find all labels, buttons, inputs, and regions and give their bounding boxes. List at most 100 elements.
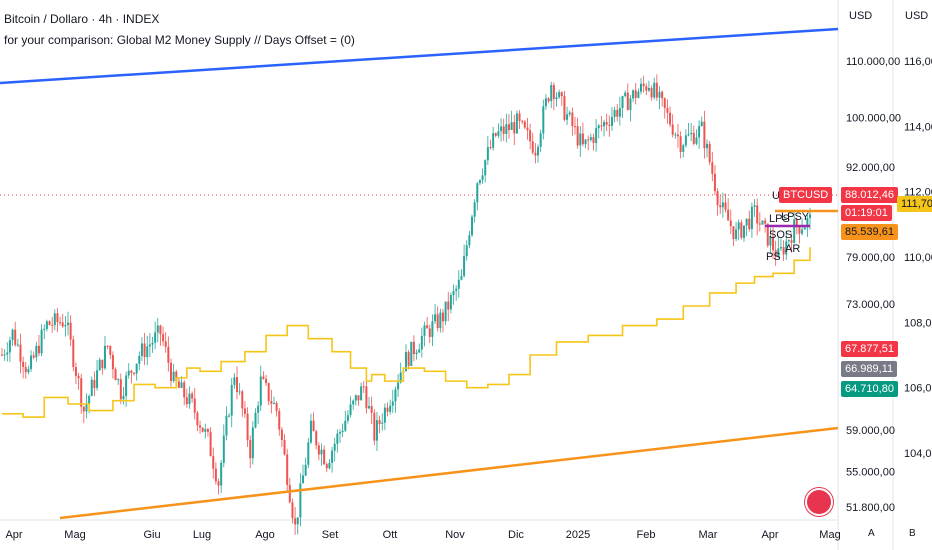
candle-body — [209, 431, 212, 457]
candle-body — [457, 279, 460, 289]
candle-body — [368, 406, 371, 409]
candle-body — [415, 352, 418, 355]
candle-body — [312, 420, 315, 432]
candle-body — [265, 378, 268, 384]
candle-body — [370, 406, 373, 413]
candle-body — [98, 359, 101, 371]
candle-body — [658, 91, 661, 98]
month-label: Apr — [761, 529, 778, 541]
candle-body — [352, 400, 355, 405]
candle-body — [357, 395, 360, 401]
candle-body — [275, 402, 278, 411]
candle-body — [468, 235, 471, 246]
candle-body — [489, 147, 492, 149]
candle-body — [779, 247, 782, 249]
candle-body — [745, 218, 748, 226]
candle-body — [634, 90, 637, 98]
candle-body — [465, 245, 468, 257]
candle-body — [394, 389, 397, 402]
candle-body — [629, 98, 632, 111]
chart-title: Bitcoin / Dollaro · 4h · INDEX — [4, 12, 160, 26]
candle-body — [539, 133, 542, 147]
candle-body — [801, 229, 804, 234]
candle-body — [114, 369, 117, 381]
candle-body — [737, 222, 740, 230]
candle-body — [43, 328, 46, 330]
candle-body — [700, 121, 703, 127]
candle-body — [584, 139, 587, 145]
m2-tick: 106,00 — [904, 383, 932, 395]
month-label: Giu — [143, 529, 160, 541]
candle-body — [484, 160, 487, 176]
candle-body — [30, 355, 33, 370]
candle-body — [230, 384, 233, 416]
candle-body — [397, 382, 400, 390]
candle-body — [444, 301, 447, 322]
candle-body — [249, 440, 252, 459]
candle-body — [703, 121, 706, 149]
candle-body — [27, 369, 30, 373]
candle-body — [177, 381, 180, 388]
axis-letter-b[interactable]: B — [909, 528, 916, 539]
candle-body — [687, 134, 690, 136]
right-currency[interactable]: USD — [905, 10, 929, 22]
candle-body — [439, 312, 442, 329]
candle-body — [373, 412, 376, 441]
annotation-sos: SOS — [769, 229, 792, 241]
candle-body — [507, 124, 510, 131]
candle-body — [19, 344, 22, 362]
candle-body — [175, 371, 178, 382]
candle-body — [666, 107, 669, 113]
candle-body — [283, 440, 286, 455]
candle-body — [550, 85, 553, 102]
left-currency[interactable]: USD — [849, 10, 873, 22]
candle-body — [51, 324, 54, 326]
candle-body — [88, 395, 91, 404]
candle-body — [698, 126, 701, 138]
candle-body — [608, 124, 611, 126]
candle-body — [544, 98, 547, 107]
price-label: 111,70 — [897, 196, 932, 212]
candle-body — [135, 363, 138, 374]
candle-body — [278, 410, 281, 430]
candle-body — [692, 132, 695, 144]
candle-body — [537, 146, 540, 156]
candle-body — [748, 218, 751, 230]
candle-body — [566, 114, 569, 120]
candle-body — [428, 328, 431, 337]
price-tick: 100.000,00 — [846, 112, 901, 124]
candle-body — [251, 427, 254, 459]
annotation-ps: PS — [766, 251, 781, 263]
candle-body — [146, 346, 149, 358]
candle-body — [645, 86, 648, 91]
candle-body — [74, 367, 77, 376]
candle-body — [418, 349, 421, 353]
candle-body — [111, 354, 114, 370]
candle-body — [391, 401, 394, 406]
candle-body — [243, 408, 246, 414]
candle-body — [217, 481, 220, 486]
candle-body — [267, 383, 270, 402]
candle-body — [341, 430, 344, 433]
candle-body — [191, 393, 194, 399]
candle-body — [581, 133, 584, 145]
candle-body — [523, 121, 526, 128]
candle-body — [478, 180, 481, 184]
candle-body — [423, 325, 426, 336]
candle-body — [296, 517, 299, 525]
candle-body — [125, 375, 128, 397]
candle-body — [486, 147, 489, 161]
month-label: Apr — [5, 529, 22, 541]
candle-body — [600, 125, 603, 127]
candle-body — [24, 366, 27, 373]
candle-body — [172, 371, 175, 382]
candle-body — [513, 122, 516, 134]
broker-logo-icon[interactable] — [805, 488, 833, 516]
candle-body — [151, 342, 154, 345]
axis-letter-a[interactable]: A — [868, 528, 875, 539]
candle-body — [793, 219, 796, 243]
candle-body — [740, 222, 743, 238]
candle-body — [756, 205, 759, 224]
candle-body — [795, 219, 798, 228]
candle-body — [476, 183, 479, 203]
